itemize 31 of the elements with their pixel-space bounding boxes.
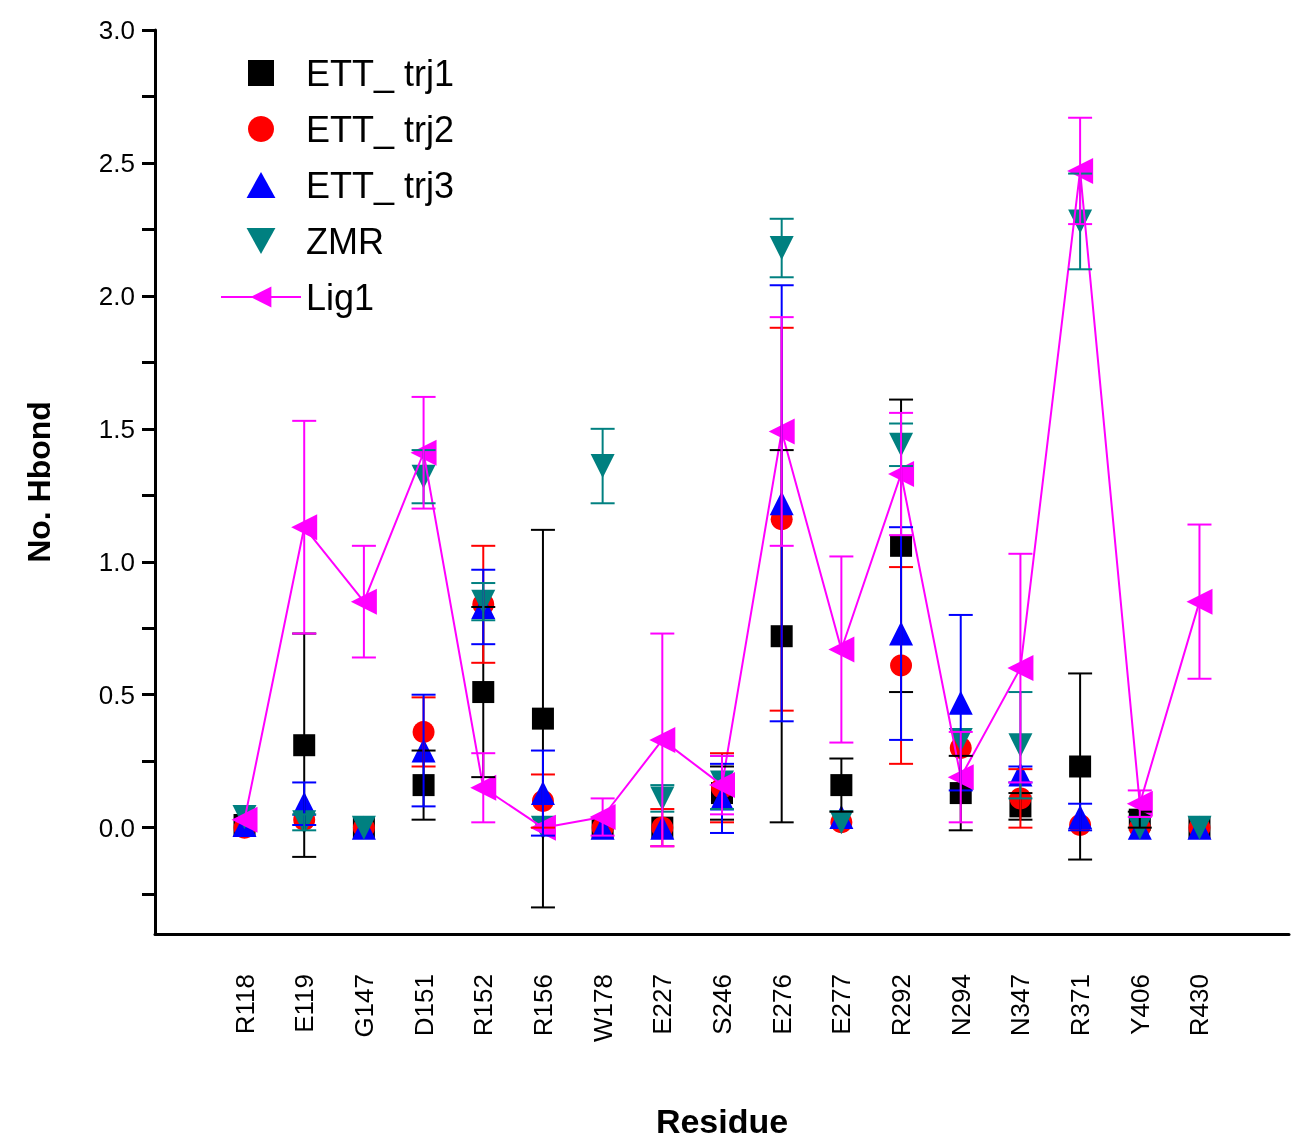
x-tick-label: D151 bbox=[408, 974, 439, 1037]
x-tick-label: R430 bbox=[1184, 974, 1215, 1037]
x-tick-label: R156 bbox=[527, 974, 558, 1037]
x-tick-label: E119 bbox=[289, 974, 320, 1033]
legend-label: Lig1 bbox=[306, 276, 375, 318]
x-tick-label: R118 bbox=[229, 974, 260, 1035]
x-axis-title: Residue bbox=[655, 1102, 789, 1140]
legend-label: ETT_ trj3 bbox=[306, 164, 455, 206]
y-tick-label: 3.0 bbox=[98, 15, 135, 45]
x-tick-label: E227 bbox=[647, 974, 678, 1035]
legend-label: ETT_ trj2 bbox=[306, 108, 455, 150]
legend-label: ETT_ trj1 bbox=[306, 52, 455, 94]
y-axis-title: No. Hbond bbox=[21, 401, 57, 563]
y-tick-label: 1.0 bbox=[98, 546, 135, 577]
legend-label: ZMR bbox=[306, 220, 384, 262]
x-tick-label: Y406 bbox=[1124, 974, 1155, 1035]
y-tick-label: 0.5 bbox=[98, 679, 135, 710]
x-tick-label: R371 bbox=[1065, 974, 1096, 1037]
y-tick-label: 2.0 bbox=[98, 280, 135, 311]
y-tick-label: 2.5 bbox=[98, 147, 135, 178]
x-tick-label: W178 bbox=[587, 974, 618, 1042]
x-tick-label: S246 bbox=[707, 974, 737, 1035]
x-tick-label: E276 bbox=[766, 974, 797, 1035]
x-tick-label: E277 bbox=[826, 974, 857, 1035]
x-tick-label: R292 bbox=[886, 974, 917, 1037]
y-tick-label: 0.0 bbox=[98, 812, 135, 843]
x-tick-label: G147 bbox=[348, 974, 379, 1038]
x-tick-label: N347 bbox=[1005, 974, 1036, 1037]
y-tick-label: 1.5 bbox=[98, 413, 135, 444]
x-tick-label: N294 bbox=[945, 974, 976, 1037]
x-tick-label: R152 bbox=[468, 974, 499, 1037]
